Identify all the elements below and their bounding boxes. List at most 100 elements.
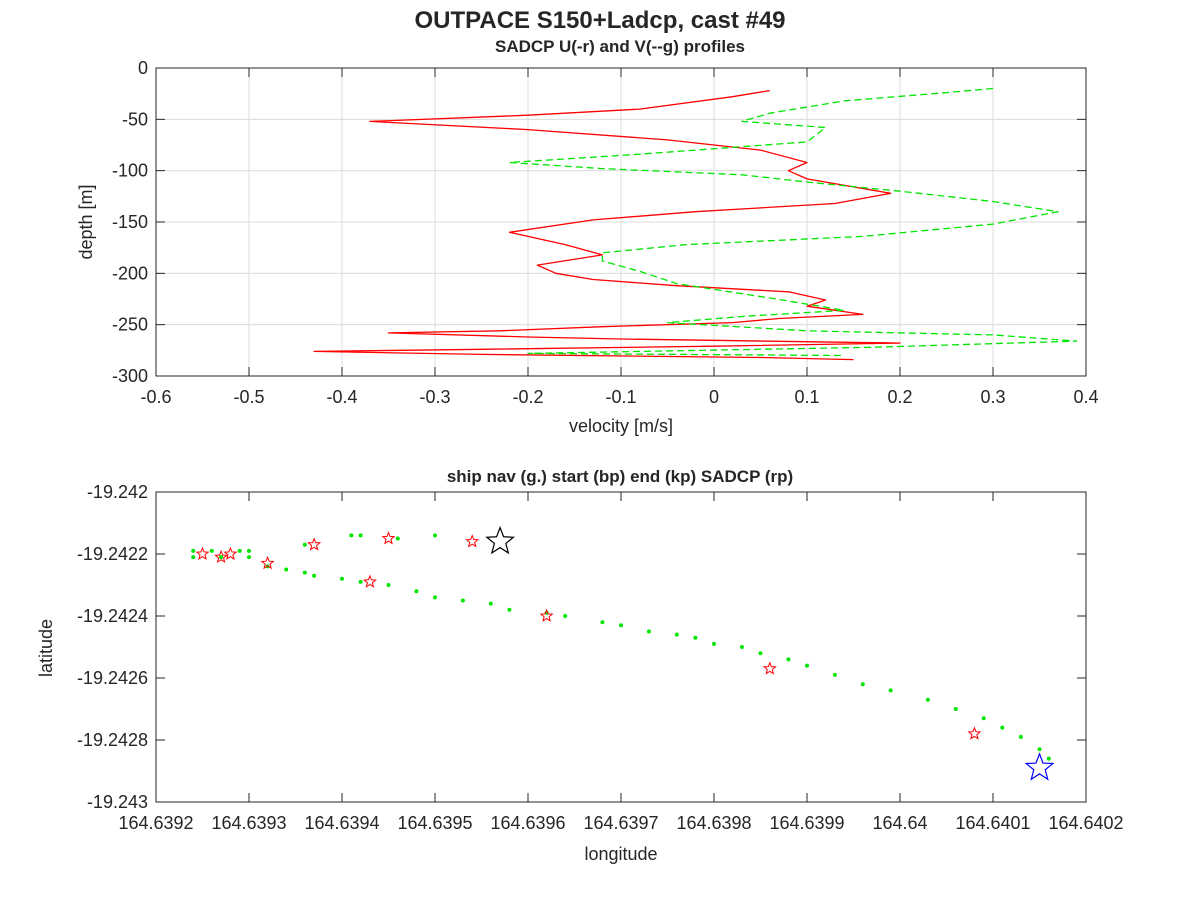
nav-point [860,682,865,687]
x-tick-label: 0.4 [1073,387,1098,407]
nav-ticks: 164.6392 164.6393 164.6394 164.6395 164.6396… [77,482,1124,833]
nav-point [1037,747,1042,752]
nav-point [433,533,437,538]
nav-point [395,536,400,541]
nav-point [507,607,512,612]
profile-y-axis-label: depth [m] [76,184,96,259]
nav-point [600,620,605,625]
nav-point [888,688,893,693]
y-tick-label: -19.2422 [77,544,148,564]
sadcp-star-marker [381,531,396,545]
nav-point [191,548,196,553]
profile-plot-title: SADCP U(-r) and V(--g) profiles [495,37,745,56]
nav-x-axis-label: longitude [584,844,657,864]
profile-ticks: -0.6 -0.5 -0.4 -0.3 -0.2 -0.1 0 0.1 0.2 0.3 0.4 0 -5… [112,58,1099,407]
x-tick-label: -0.2 [512,387,543,407]
v-velocity-line [508,87,1078,357]
y-tick-label: -19.2424 [77,606,148,626]
nav-point [460,598,465,603]
x-tick-label: 164.6392 [118,813,193,833]
y-tick-label: -19.242 [87,482,148,502]
sadcp-star-marker [195,546,210,560]
nav-y-axis-label: latitude [36,619,56,677]
y-tick-label: -300 [112,366,148,386]
nav-point [237,548,242,553]
nav-point [488,601,493,606]
x-tick-label: -0.3 [419,387,450,407]
nav-point [349,533,354,538]
ship-nav-axes: ship nav (g.) start (bp) end (kp) SADCP … [36,467,1124,864]
nav-point [312,573,317,578]
nav-point [758,651,763,656]
y-tick-label: -200 [112,263,148,283]
sadcp-star-marker [362,574,377,588]
nav-point [674,632,679,637]
y-tick-label: -50 [122,109,148,129]
nav-plot-area [156,492,1086,802]
sadcp-star-marker [967,726,982,740]
nav-point [619,623,623,628]
x-tick-label: -0.1 [605,387,636,407]
nav-point [832,672,837,677]
nav-point [433,595,437,600]
sadcp-star-marker [539,608,554,622]
nav-point [386,583,391,587]
profile-x-axis-label: velocity [m/s] [569,416,673,436]
x-tick-label: 164.6396 [490,813,565,833]
nav-point [786,657,791,662]
sadcp-star-marker [214,549,229,564]
nav-point [739,645,744,649]
y-tick-label: -19.243 [87,792,148,812]
nav-point [191,555,196,560]
nav-point [693,635,698,640]
nav-point [209,548,214,553]
x-tick-label: 164.6394 [304,813,379,833]
x-tick-label: 0.1 [794,387,819,407]
x-tick-label: 164.6393 [211,813,286,833]
nav-point [358,579,363,584]
nav-point [247,555,251,560]
end-star-marker [485,525,515,555]
nav-point [414,589,419,594]
start-star-marker [1024,752,1055,781]
nav-point [302,570,307,575]
sadcp-star-marker [260,555,275,570]
nav-point [712,641,716,646]
nav-point [358,533,363,538]
u-velocity-line [313,89,901,361]
nav-point [302,542,307,547]
velocity-profile-axes: SADCP U(-r) and V(--g) profiles -0.6 -0.5… [76,37,1099,436]
y-tick-label: 0 [138,58,148,78]
nav-point [925,697,930,702]
x-tick-label: 164.64 [872,813,927,833]
y-tick-label: -19.2428 [77,730,148,750]
x-tick-label: 164.6395 [397,813,472,833]
nav-point [563,614,568,618]
x-tick-label: 0.3 [980,387,1005,407]
sadcp-star-marker [307,537,322,551]
nav-plot-title: ship nav (g.) start (bp) end (kp) SADCP … [447,467,793,486]
profile-series [313,87,1078,361]
x-tick-label: -0.5 [233,387,264,407]
nav-point [981,716,986,721]
x-tick-label: 0.2 [887,387,912,407]
nav-point [284,567,289,572]
x-tick-label: 164.6397 [583,813,658,833]
sadcp-star-marker [762,661,777,675]
y-tick-label: -150 [112,212,148,232]
x-tick-label: 164.6402 [1048,813,1123,833]
x-tick-label: -0.4 [326,387,357,407]
nav-point [1018,734,1023,739]
sadcp-star-marker [223,546,238,560]
nav-point [340,576,344,581]
x-tick-label: 0 [709,387,719,407]
figure-title: OUTPACE S150+Ladcp, cast #49 [414,7,785,34]
nav-point [219,555,224,560]
nav-series [191,525,1055,781]
y-tick-label: -250 [112,315,148,335]
nav-point [247,548,251,553]
x-tick-label: 164.6398 [676,813,751,833]
x-tick-label: -0.6 [140,387,171,407]
x-tick-label: 164.6399 [769,813,844,833]
